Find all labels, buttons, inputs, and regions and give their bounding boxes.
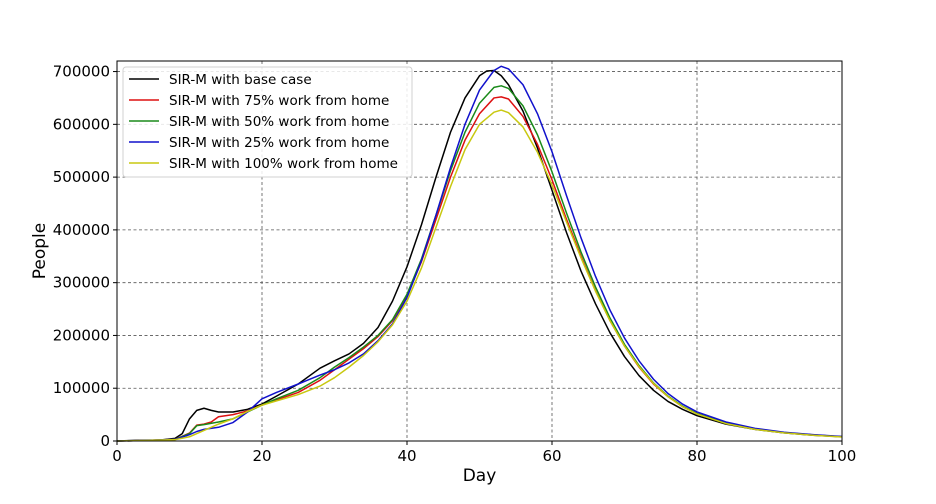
legend-box (122, 66, 413, 178)
series-line-1 (116, 69, 843, 442)
x-tick-label: 40 (397, 447, 416, 465)
legend-entry: SIR-M with 25% work from home (169, 135, 389, 151)
x-tick-label: 60 (542, 447, 561, 465)
plot-frame (116, 60, 843, 442)
legend-entry: SIR-M with 50% work from home (169, 114, 389, 130)
legend-entry: SIR-M with 75% work from home (169, 93, 389, 109)
y-tick-label: 300000 (53, 274, 110, 292)
series-layer (116, 65, 843, 442)
x-tick-label: 100 (828, 447, 857, 465)
y-tick-label: 600000 (53, 115, 110, 133)
legend: SIR-M with base case SIR-M with 75% work … (122, 66, 413, 178)
legend-entry: SIR-M with base case (169, 72, 312, 88)
y-tick-label: 0 (100, 432, 110, 450)
axis-ticks: 0 20 40 60 80 100 0 100000 200000 300000 400000 500… (53, 63, 857, 465)
y-tick-label: 100000 (53, 379, 110, 397)
y-tick-label: 700000 (53, 63, 110, 81)
y-tick-label: 500000 (53, 168, 110, 186)
series-line-4 (116, 65, 843, 442)
y-axis-title: People (30, 223, 50, 279)
x-axis-title: Day (463, 466, 497, 486)
y-tick-label: 200000 (53, 326, 110, 344)
x-tick-label: 20 (252, 447, 271, 465)
y-tick-label: 400000 (53, 221, 110, 239)
legend-entry: SIR-M with 100% work from home (169, 156, 398, 172)
x-tick-label: 0 (112, 447, 122, 465)
x-tick-label: 80 (687, 447, 706, 465)
series-line-5 (116, 109, 843, 442)
